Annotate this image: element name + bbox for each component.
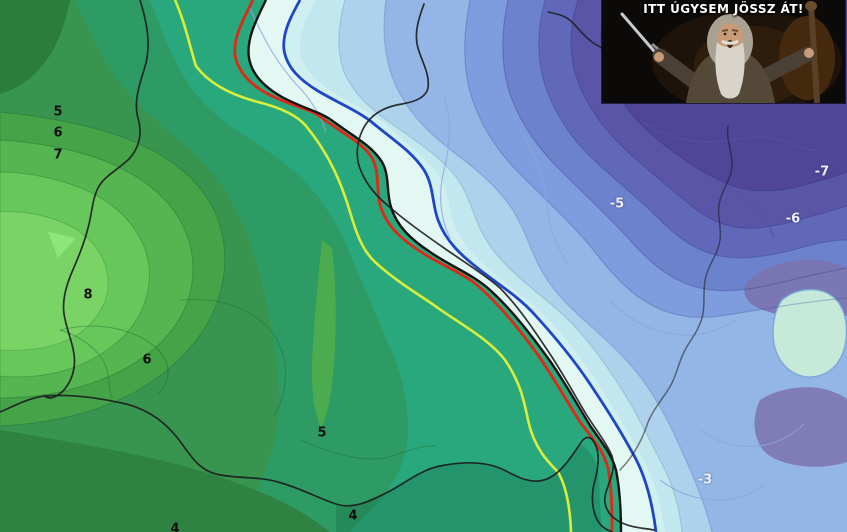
right-eye: [733, 32, 737, 36]
contour-line: [570, 0, 847, 229]
river: [609, 299, 737, 336]
green-contour-ring-2: [179, 298, 287, 417]
mint-terrain-patch: [772, 289, 847, 378]
contour-line: [538, 0, 847, 259]
band-contours: [338, 0, 847, 532]
country-borders: [0, 0, 733, 532]
green-contour-ring: [59, 325, 169, 395]
river: [739, 195, 775, 239]
border-south: [0, 394, 613, 532]
gandalf-scene: [602, 0, 845, 103]
zero-isotherm-red: [233, 0, 614, 532]
green-tongue: [311, 240, 336, 428]
contour-line: [464, 0, 847, 318]
river: [59, 329, 113, 399]
meme-caption: ITT ÚGYSEM JÖSSZ ÁT!: [643, 2, 804, 16]
dark-green-southwest: [0, 430, 330, 532]
left-hand: [654, 52, 664, 62]
warm-blob-core: [48, 232, 76, 258]
contour-line: [502, 0, 847, 292]
dark-green-corner: [0, 0, 70, 94]
cold-isotherm-blue: [282, 0, 658, 532]
border-north-fragment: [547, 11, 607, 51]
south-shade: [336, 444, 602, 532]
river: [699, 423, 805, 447]
meme-overlay: ITT ÚGYSEM JÖSSZ ÁT!: [602, 0, 845, 103]
left-eye: [723, 32, 727, 36]
right-hand: [804, 48, 814, 58]
front-isolines: [173, 0, 658, 532]
warm-isotherm-yellow: [173, 0, 573, 532]
border-east: [619, 125, 733, 471]
front-boundary-black: [247, 0, 623, 532]
left-eyebrow: [721, 29, 729, 32]
moustache: [721, 39, 739, 45]
warm-blob-ring-4: [0, 211, 109, 351]
gandalf-beard: [715, 42, 745, 99]
river: [639, 119, 819, 151]
contour-line: [383, 0, 713, 532]
right-eyebrow: [731, 29, 739, 32]
river: [440, 95, 451, 239]
border-west: [44, 0, 149, 399]
staff-knot: [805, 1, 817, 11]
river: [659, 479, 765, 501]
river: [519, 129, 569, 265]
warm-zone-features: [0, 0, 602, 532]
river: [299, 439, 437, 460]
gandalf-sword: [620, 12, 662, 60]
contour-line: [338, 0, 683, 532]
border-northeast: [356, 3, 655, 531]
